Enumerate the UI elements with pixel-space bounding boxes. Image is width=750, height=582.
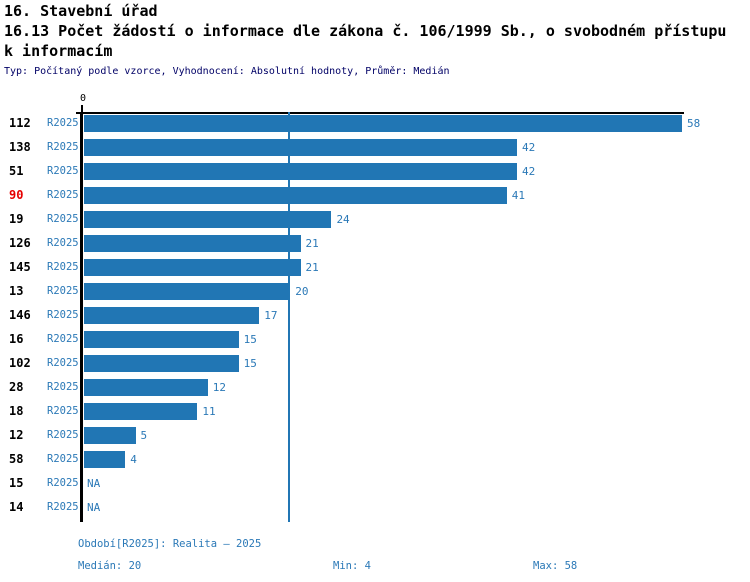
bar [84,259,301,276]
x-axis-zero-label: 0 [79,93,87,104]
row-period-label: R2025 [47,333,79,345]
row-period-label: R2025 [47,237,79,249]
chart-row: 51 R2025 42 [0,163,750,180]
chart-row: 90 R2025 41 [0,187,750,204]
bar-value-label: 21 [305,237,319,250]
bar [84,235,301,252]
bar-value-label: 17 [264,309,278,322]
row-period-label: R2025 [47,501,79,513]
x-axis-line [76,112,684,114]
y-axis-line [80,112,83,522]
row-period-label: R2025 [47,309,79,321]
bar [84,331,239,348]
row-id-label: 13 [9,284,24,298]
row-id-label: 102 [9,356,31,370]
chart-row: 102 R2025 15 [0,355,750,372]
footer-max-label: Max: 58 [533,560,578,572]
chart-row: 18 R2025 11 [0,403,750,420]
row-id-label: 138 [9,140,31,154]
row-period-label: R2025 [47,261,79,273]
chart-title-line1: 16.13 Počet žádostí o informace dle záko… [4,22,727,40]
bar [84,403,198,420]
row-id-label: 12 [9,428,24,442]
bar-value-label: 58 [687,117,701,130]
bar [84,163,518,180]
na-value-label: NA [87,477,101,490]
row-period-label: R2025 [47,141,79,153]
chart-row: 28 R2025 12 [0,379,750,396]
bar [84,187,507,204]
bar-value-label: 15 [243,333,257,346]
chart-row: 14 R2025 NA [0,499,750,516]
median-line [288,112,291,522]
chart-row: 12 R2025 5 [0,427,750,444]
row-period-label: R2025 [47,117,79,129]
chart-row: 126 R2025 21 [0,235,750,252]
bar-value-label: 42 [522,165,536,178]
chart-meta-line: Typ: Počítaný podle vzorce, Vyhodnocení:… [4,66,450,77]
row-id-label: 15 [9,476,24,490]
x-axis-tick [81,105,83,113]
row-period-label: R2025 [47,213,79,225]
row-period-label: R2025 [47,165,79,177]
bar [84,355,239,372]
row-id-label: 90 [9,188,24,202]
footer-median-label: Medián: 20 [78,560,142,572]
bar [84,307,260,324]
row-id-label: 126 [9,236,31,250]
chart-row: 145 R2025 21 [0,259,750,276]
bar-value-label: 12 [212,381,226,394]
row-period-label: R2025 [47,381,79,393]
chart-row: 16 R2025 15 [0,331,750,348]
bar [84,211,332,228]
row-id-label: 28 [9,380,24,394]
row-id-label: 19 [9,212,24,226]
row-id-label: 51 [9,164,24,178]
row-id-label: 146 [9,308,31,322]
row-period-label: R2025 [47,477,79,489]
bar [84,427,136,444]
bar-value-label: 5 [140,429,148,442]
row-id-label: 58 [9,452,24,466]
bar-value-label: 4 [130,453,137,466]
chart-row: 138 R2025 42 [0,139,750,156]
row-id-label: 112 [9,116,31,130]
bar-value-label: 21 [305,261,319,274]
chart-row: 13 R2025 20 [0,283,750,300]
bar [84,139,518,156]
row-period-label: R2025 [47,357,79,369]
bar-value-label: 11 [202,405,216,418]
row-id-label: 14 [9,500,24,514]
chart-title-line2: k informacím [4,42,113,60]
row-period-label: R2025 [47,429,79,441]
footer-period-label: Období[R2025]: Realita – 2025 [78,538,262,550]
row-id-label: 145 [9,260,31,274]
row-period-label: R2025 [47,189,79,201]
bar-value-label: 41 [511,189,525,202]
footer-min-label: Min: 4 [333,560,371,572]
row-period-label: R2025 [47,453,79,465]
row-id-label: 16 [9,332,24,346]
bar-value-label: 42 [522,141,536,154]
bar-value-label: 20 [295,285,309,298]
chart-row: 58 R2025 4 [0,451,750,468]
bar-value-label: 15 [243,357,257,370]
section-title: 16. Stavební úřad [4,2,158,20]
row-period-label: R2025 [47,405,79,417]
na-value-label: NA [87,501,101,514]
chart-row: 112 R2025 58 [0,115,750,132]
chart-row: 15 R2025 NA [0,475,750,492]
bar [84,283,291,300]
bar [84,115,682,132]
bar-value-label: 24 [336,213,350,226]
bar [84,451,126,468]
chart-row: 146 R2025 17 [0,307,750,324]
row-id-label: 18 [9,404,24,418]
chart-row: 19 R2025 24 [0,211,750,228]
bar [84,379,208,396]
row-period-label: R2025 [47,285,79,297]
